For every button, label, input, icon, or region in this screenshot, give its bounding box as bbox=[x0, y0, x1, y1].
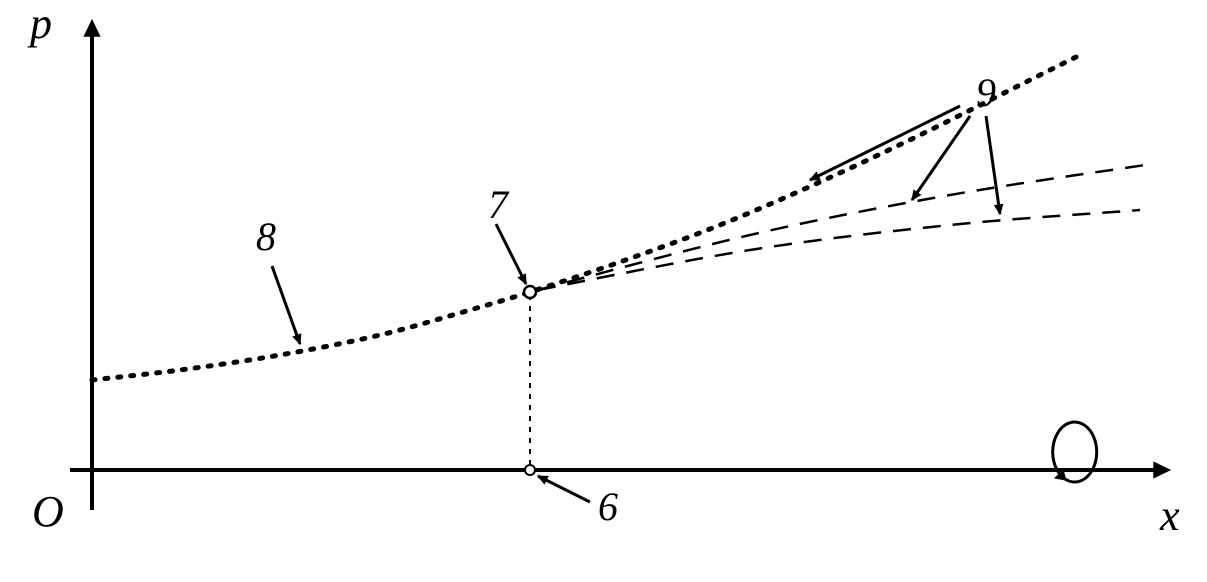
x-marker-point bbox=[525, 465, 535, 475]
main-dotted-curve bbox=[92, 55, 1080, 380]
label-7: 7 bbox=[488, 182, 510, 227]
label-6: 6 bbox=[598, 484, 618, 529]
branching-point bbox=[524, 286, 536, 298]
y-axis-label: p bbox=[27, 0, 52, 48]
label-9: 9 bbox=[976, 70, 996, 115]
label-8: 8 bbox=[256, 214, 276, 259]
x-axis-label: x bbox=[1159, 491, 1180, 540]
origin-label: O bbox=[32, 487, 64, 536]
plot-svg: Ox p 6 7 8 9 bbox=[0, 0, 1207, 582]
dashed-branch-1 bbox=[538, 210, 1140, 290]
loop-symbol bbox=[1053, 422, 1097, 482]
diagram-root: Ox p 6 7 8 9 bbox=[0, 0, 1207, 582]
